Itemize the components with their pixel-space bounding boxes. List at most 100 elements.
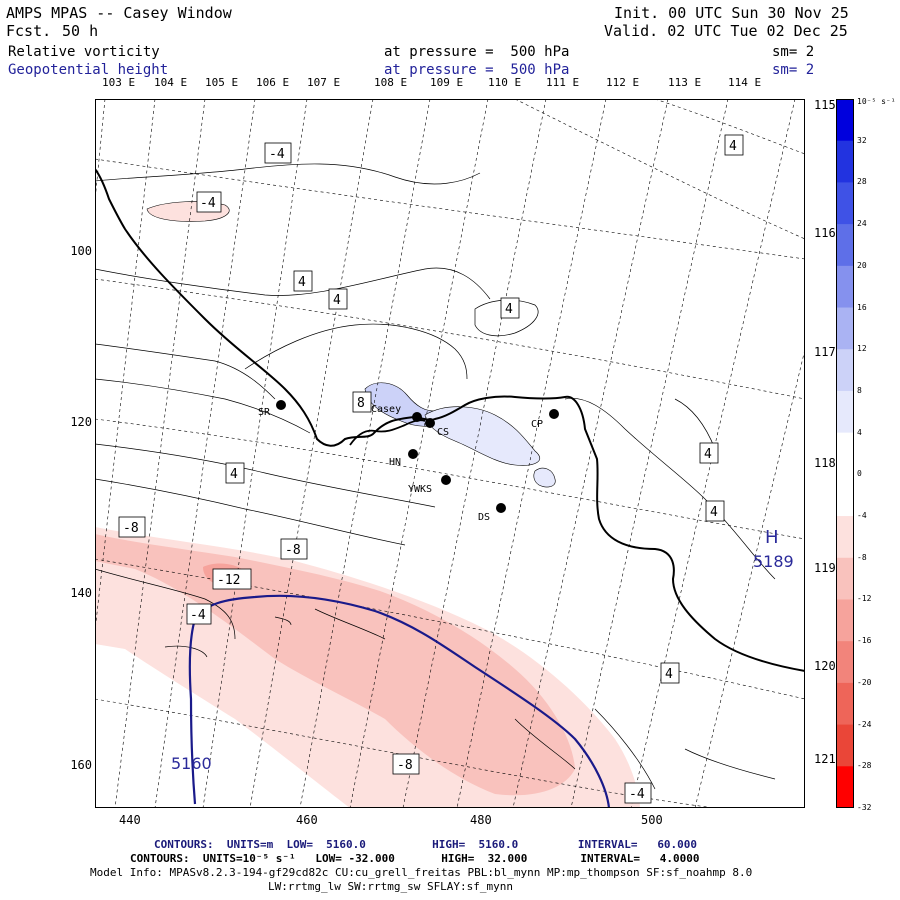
init-time: Init. 00 UTC Sun 30 Nov 25 xyxy=(614,4,849,22)
height-contour-5160 xyxy=(188,594,611,808)
field2-name: Geopotential height xyxy=(8,62,169,78)
colorbar-swatch xyxy=(836,599,854,642)
field1-name: Relative vorticity xyxy=(8,44,160,60)
contour-label: 4 xyxy=(328,288,348,310)
svg-text:4: 4 xyxy=(333,293,341,308)
contour-label: 4 xyxy=(699,442,719,464)
svg-text:4: 4 xyxy=(298,275,306,290)
map-panel: SR Casey CS CP HN YWKS DS -4 -4 4 4 4 4 … xyxy=(95,99,805,808)
station-label-cs: CS xyxy=(437,427,449,438)
field1-level: at pressure = 500 hPa xyxy=(384,44,570,60)
colorbar-tick-label: 16 xyxy=(857,302,867,312)
forecast-label: Fcst. xyxy=(6,22,52,40)
colorbar-swatch xyxy=(836,307,854,350)
svg-text:-8: -8 xyxy=(123,521,139,536)
field2-smoothing: sm= 2 xyxy=(772,62,815,78)
colorbar-swatch xyxy=(836,682,854,726)
svg-text:8: 8 xyxy=(357,396,365,411)
colorbar-swatch xyxy=(836,432,854,475)
colorbar xyxy=(836,99,854,808)
colorbar-swatch xyxy=(836,99,854,142)
colorbar-tick-label: 4 xyxy=(857,427,862,437)
svg-text:-4: -4 xyxy=(629,787,645,802)
svg-text:-4: -4 xyxy=(190,608,206,623)
lon-label-105: 105 E xyxy=(205,76,239,89)
colorbar-tick-label: 24 xyxy=(857,219,867,229)
x-tick-480: 480 xyxy=(470,813,492,827)
station-marker-cs xyxy=(425,418,435,428)
station-marker-hn xyxy=(408,449,418,459)
contour-label: -4 xyxy=(624,782,652,804)
height-label-5160: 5160 xyxy=(171,754,212,773)
x-tick-440: 440 xyxy=(119,813,141,827)
lon-label-114: 114 E xyxy=(728,76,762,89)
svg-text:4: 4 xyxy=(710,505,718,520)
svg-text:4: 4 xyxy=(230,467,238,482)
forecast-hours: 50 h xyxy=(62,22,99,40)
coastline xyxy=(95,168,805,672)
colorbar-tick-label: -12 xyxy=(857,594,872,604)
x-tick-500: 500 xyxy=(641,813,663,827)
y-tick-120: 120 xyxy=(70,415,92,429)
height-high-marker: H xyxy=(765,527,779,548)
meridians xyxy=(95,99,805,808)
svg-text:-8: -8 xyxy=(397,758,413,773)
field2-level: at pressure = 500 hPa xyxy=(384,62,570,78)
x-tick-460: 460 xyxy=(296,813,318,827)
colorbar-frame xyxy=(836,99,854,808)
lon-label-110: 110 E xyxy=(488,76,522,89)
colorbar-tick-label: 20 xyxy=(857,260,867,270)
lon-label-106: 106 E xyxy=(256,76,290,89)
station-label-sr: SR xyxy=(258,407,271,418)
station-marker-cp xyxy=(549,409,559,419)
contour-label: -4 xyxy=(186,603,212,625)
svg-text:4: 4 xyxy=(665,667,673,682)
model-title: AMPS MPAS -- Casey Window xyxy=(6,4,232,22)
lon-label-103: 103 E xyxy=(102,76,136,89)
vorticity-fill-pos4 xyxy=(424,406,541,466)
colorbar-tick-label: 32 xyxy=(857,135,867,145)
station-marker-sr xyxy=(276,400,286,410)
colorbar-swatch xyxy=(836,224,854,267)
contour-label: -12 xyxy=(212,568,252,590)
station-label-casey: Casey xyxy=(371,404,401,415)
station-marker-ds xyxy=(496,503,506,513)
footer-vorticity-contours: CONTOURS: UNITS=10⁻⁵ s⁻¹ LOW= -32.000 HI… xyxy=(130,852,700,865)
colorbar-tick-label: 0 xyxy=(857,469,862,479)
contour-label: 8 xyxy=(352,391,372,413)
station-label-ywks: YWKS xyxy=(408,484,432,495)
y-tick-160: 160 xyxy=(70,758,92,772)
contour-label: 4 xyxy=(225,462,245,484)
contour-label: 4 xyxy=(660,662,680,684)
colorbar-swatch xyxy=(836,766,854,808)
lon-label-107: 107 E xyxy=(307,76,341,89)
colorbar-tick-label: 12 xyxy=(857,344,867,354)
footer-model-info: Model Info: MPASv8.2.3-194-gf29cd82c CU:… xyxy=(90,866,753,879)
lon-label-104: 104 E xyxy=(154,76,188,89)
lon-label-111: 111 E xyxy=(546,76,580,89)
field1-smoothing: sm= 2 xyxy=(772,44,815,60)
lon-label-113: 113 E xyxy=(668,76,702,89)
footer-physics-info: LW:rrtmg_lw SW:rrtmg_sw SFLAY:sf_mynn xyxy=(268,880,514,893)
colorbar-tick-label: -8 xyxy=(857,552,867,562)
contour-label: 4 xyxy=(724,134,744,156)
contour-label: -8 xyxy=(118,516,146,538)
contour-label: 4 xyxy=(705,500,725,522)
svg-text:-12: -12 xyxy=(217,573,240,588)
colorbar-swatch xyxy=(836,182,854,225)
colorbar-swatch xyxy=(836,641,854,684)
vorticity-fill-neg8 xyxy=(95,534,575,796)
footer-height-contours: CONTOURS: UNITS=m LOW= 5160.0 HIGH= 5160… xyxy=(154,838,698,851)
station-label-ds: DS xyxy=(478,512,490,523)
station-marker-ywks xyxy=(441,475,451,485)
colorbar-tick-label: -20 xyxy=(857,677,872,687)
svg-text:-4: -4 xyxy=(269,147,285,162)
lon-label-109: 109 E xyxy=(430,76,464,89)
colorbar-swatch xyxy=(836,516,854,559)
colorbar-tick-label: 28 xyxy=(857,177,867,187)
colorbar-tick-label: -28 xyxy=(857,761,872,771)
y-tick-100: 100 xyxy=(70,244,92,258)
map-frame xyxy=(95,99,805,808)
height-high-value: 5189 xyxy=(753,552,794,571)
colorbar-swatch xyxy=(836,140,854,183)
